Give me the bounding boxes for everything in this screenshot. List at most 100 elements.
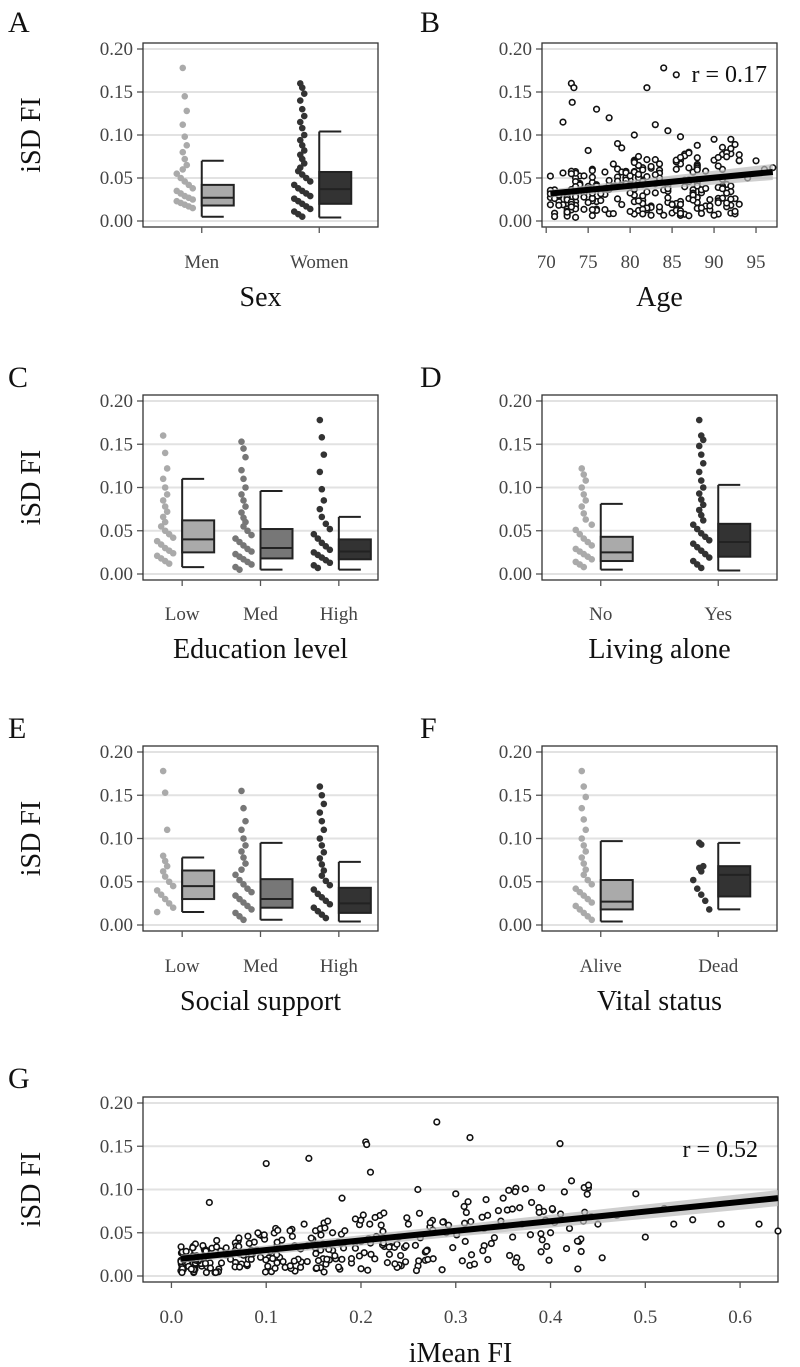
data-point [578,484,586,491]
data-point [161,449,169,457]
x-tick-label: Low [165,604,200,625]
data-point [630,158,638,167]
data-point [643,84,651,92]
data-point [735,151,743,159]
data-point [559,118,567,126]
data-point [181,133,189,141]
data-point [555,201,563,209]
y-tick-label: 0.10 [100,1180,133,1201]
data-point [217,1259,226,1267]
data-point [236,1263,244,1271]
box-body [599,879,634,911]
data-point [206,1264,215,1272]
x-tick-label: 70 [537,252,556,273]
data-point [462,1208,470,1217]
box-body [318,170,353,205]
data-point [279,1257,287,1266]
data-point [697,204,706,212]
data-point [248,888,255,896]
data-point [567,170,575,178]
y-tick-label: 0.05 [100,168,133,189]
data-point [705,536,713,544]
data-point [189,204,197,212]
data-point [326,525,334,533]
data-point [157,891,165,899]
data-point [699,484,707,491]
data-point [664,127,672,135]
data-point [316,783,324,790]
data-point [639,192,647,200]
data-point [320,800,328,808]
data-point [664,194,672,202]
y-tick-label: 0.20 [499,39,532,60]
y-tick-label: 0.15 [499,434,532,455]
data-point [702,184,710,193]
data-point [213,1243,221,1251]
data-point [262,1256,270,1264]
data-point [613,140,622,148]
data-point [173,170,181,177]
data-point [527,1198,536,1207]
data-point [303,1257,311,1266]
x-tick-label: 0.0 [160,1307,184,1328]
data-point [298,142,306,149]
data-point [236,876,243,884]
data-point [537,1248,545,1256]
data-point [347,1255,356,1263]
data-point [584,146,592,155]
data-point [582,793,590,801]
data-point [189,1244,197,1252]
data-point [647,211,655,219]
data-point [422,1247,431,1255]
data-point [670,1220,678,1228]
data-point [580,860,588,867]
data-point [341,1227,349,1235]
x-tick-label: Dead [698,956,739,977]
y-axis-title: iSD FI [16,450,47,525]
data-point [159,497,167,504]
data-point [705,906,713,913]
y-tick-label: 0.10 [100,829,133,850]
data-point [634,152,643,161]
data-point [238,848,245,855]
data-point [238,787,245,795]
data-point [578,767,586,775]
data-point [509,1233,517,1241]
panel-letter: F [420,712,437,745]
data-point [567,203,575,211]
data-point [169,904,177,911]
data-point [580,193,588,201]
data-point [710,135,718,143]
data-point [321,1224,329,1232]
data-point [693,885,701,892]
data-point [580,471,588,478]
data-point [578,465,586,472]
data-point [159,432,167,439]
data-point [296,118,304,126]
data-point [238,466,245,474]
data-point [731,207,739,215]
data-point [672,165,680,173]
data-point [238,866,245,873]
plot-border [142,1096,779,1283]
data-point [618,144,626,152]
data-point [322,877,330,885]
data-point [714,162,722,170]
data-point [322,914,330,922]
data-point [403,1214,411,1222]
data-point [240,804,247,812]
data-point [548,1205,556,1213]
data-point [187,1265,195,1273]
data-point [264,1262,272,1270]
data-point [320,497,328,504]
data-point [613,195,622,203]
data-point [597,196,605,205]
data-point [752,157,760,165]
data-point [546,1229,555,1237]
data-point [310,530,318,538]
data-point [401,1258,410,1266]
data-point [634,197,643,205]
y-tick-label: 0.15 [499,82,532,103]
data-point [706,202,714,210]
data-point [323,1255,331,1263]
